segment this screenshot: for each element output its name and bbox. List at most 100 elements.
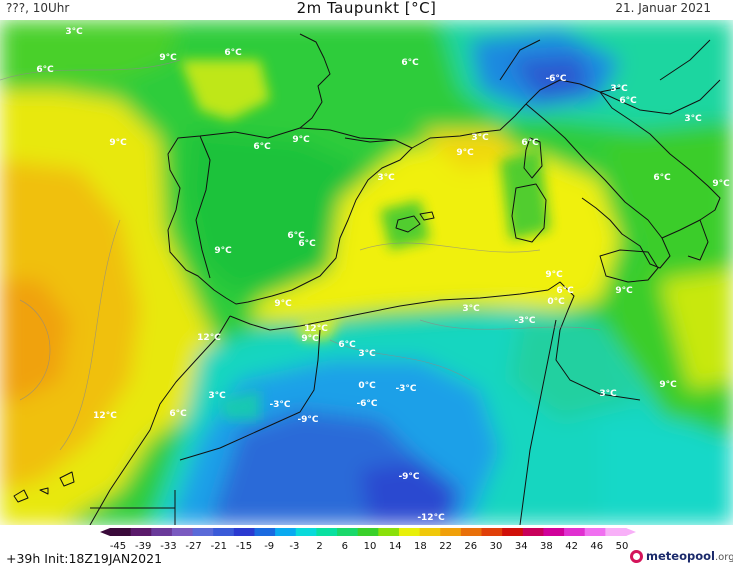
field-detail	[180, 60, 550, 420]
colorbar-tick-label: -9	[264, 541, 274, 551]
colorbar-swatch	[213, 528, 235, 536]
temperature-label: 9°C	[274, 299, 292, 309]
temperature-label: 3°C	[610, 84, 628, 94]
colorbar-swatch	[378, 528, 400, 536]
colorbar-tick-label: -15	[236, 541, 252, 551]
temperature-label: 6°C	[36, 65, 54, 75]
colorbar-swatch	[171, 528, 194, 536]
temperature-label: 6°C	[338, 340, 356, 350]
temperature-label: 9°C	[712, 179, 730, 189]
temperature-label: 6°C	[401, 58, 419, 68]
colorbar-swatch	[564, 528, 586, 536]
temperature-label: 9°C	[301, 334, 319, 344]
temperature-labels: 3°C6°C9°C 6°C6°C-6°C3°C6°C3°C9°C 6°C9°C 3°C…	[36, 27, 730, 523]
coastlines	[13, 33, 721, 525]
temperature-label: 3°C	[462, 304, 480, 314]
logo-text: meteopool.org	[646, 549, 733, 563]
temperature-label: -6°C	[545, 74, 566, 84]
colorbar-tick-label: 46	[590, 541, 603, 551]
temperature-label: 9°C	[214, 246, 232, 256]
logo-name: meteopool	[646, 549, 715, 563]
temperature-label: -3°C	[514, 316, 535, 326]
colorbar-swatch	[481, 528, 503, 536]
colorbar-tick-label: -3	[289, 541, 299, 551]
footer-bar: -45 -39 -33 -27 -21 -15 -9 -3 2 6 10 14 18 22 26 30 34 38…	[0, 525, 733, 566]
colorbar-tick-label: -27	[185, 541, 201, 551]
colorbar-swatch	[502, 528, 524, 536]
meteopool-logo-icon	[630, 550, 643, 563]
colorbar-tick-label: 30	[490, 541, 503, 551]
colorbar-swatch	[522, 528, 545, 536]
temperature-label: 0°C	[547, 297, 565, 307]
colorbar-swatch	[440, 528, 462, 536]
colorbar-tick-label: -45	[110, 541, 126, 551]
colorbar-tick-label: 34	[515, 541, 528, 551]
colorbar-swatch	[419, 528, 441, 536]
logo-tld: .org	[714, 552, 733, 563]
colorbar-tick-label: 26	[464, 541, 477, 551]
colorbar-tick-label: 2	[316, 541, 322, 551]
temperature-label: 9°C	[456, 148, 474, 158]
temperature-label: 3°C	[377, 173, 395, 183]
temperature-label: 3°C	[208, 391, 226, 401]
temperature-label: 9°C	[615, 286, 633, 296]
temperature-label: 9°C	[159, 53, 177, 63]
colorbar-swatch	[316, 528, 338, 536]
temperature-label: 6°C	[556, 286, 574, 296]
isolines	[0, 59, 601, 451]
temperature-label: 6°C	[619, 96, 637, 106]
colorbar-max-arrow	[626, 528, 636, 536]
valid-date: 21. Januar 2021	[615, 1, 711, 15]
colorbar-tick-label: 22	[439, 541, 452, 551]
colorbar-tick-label: -39	[135, 541, 151, 551]
colorbar-swatch	[233, 528, 256, 536]
colorbar-swatch	[543, 528, 565, 536]
colorbar-swatch	[254, 528, 276, 536]
temperature-label: 6°C	[298, 239, 316, 249]
header-bar: ???, 10Uhr 2m Taupunkt [°C] 21. Januar 2…	[0, 0, 733, 20]
temperature-label: 6°C	[224, 48, 242, 58]
temperature-label: 6°C	[521, 138, 539, 148]
colorbar-legend: -45 -39 -33 -27 -21 -15 -9 -3 2 6 10 14 18 22 26 30 34 38…	[100, 528, 636, 551]
colorbar-swatch	[460, 528, 483, 536]
colorbar-tick-label: 14	[389, 541, 402, 551]
colorbar-tick-label: -33	[160, 541, 176, 551]
temperature-label: -12°C	[417, 513, 445, 523]
temperature-label: -6°C	[356, 399, 377, 409]
colorbar-swatch	[110, 528, 132, 536]
colorbar-tick-label: 50	[616, 541, 629, 551]
colorbar-swatch	[151, 528, 173, 536]
colorbar-swatch	[192, 528, 214, 536]
meteopool-logo[interactable]: meteopool.org	[630, 549, 733, 566]
temperature-label: 9°C	[545, 270, 563, 280]
temperature-label: 3°C	[599, 389, 617, 399]
temperature-label: 3°C	[65, 27, 83, 37]
colorbar-swatch	[130, 528, 152, 536]
init-time-label: +39h Init:18Z19JAN2021	[6, 551, 163, 566]
run-time-label: ???, 10Uhr	[6, 1, 70, 15]
temperature-label: 3°C	[684, 114, 702, 124]
colorbar-swatch	[295, 528, 317, 536]
temperature-label: 3°C	[471, 133, 489, 143]
colorbar-swatch	[605, 528, 627, 536]
colorbar-tick-label: 6	[342, 541, 348, 551]
temperature-label: 12°C	[197, 333, 221, 343]
temperature-label: 3°C	[358, 349, 376, 359]
temperature-label: 9°C	[109, 138, 127, 148]
colorbar-swatch	[357, 528, 379, 536]
temperature-label: 12°C	[304, 324, 328, 334]
temperature-label: 0°C	[358, 381, 376, 391]
colorbar-tick-label: 42	[565, 541, 578, 551]
temperature-label: 12°C	[93, 411, 117, 421]
temperature-label: 6°C	[653, 173, 671, 183]
colorbar-tick-label: -21	[211, 541, 227, 551]
map-title: 2m Taupunkt [°C]	[296, 0, 437, 17]
temperature-label: 9°C	[659, 380, 677, 390]
temperature-label: 6°C	[169, 409, 187, 419]
colorbar-swatch	[398, 528, 421, 536]
temperature-label: -9°C	[297, 415, 318, 425]
temperature-label: -3°C	[269, 400, 290, 410]
colorbar-min-arrow	[100, 528, 110, 536]
dewpoint-map: 3°C 6°C 9°C 6°C 6°C -6°C 3°C 6°C 3°C 9°C 6°C 9°C 3°C…	[0, 20, 733, 525]
colorbar-swatch	[337, 528, 359, 536]
